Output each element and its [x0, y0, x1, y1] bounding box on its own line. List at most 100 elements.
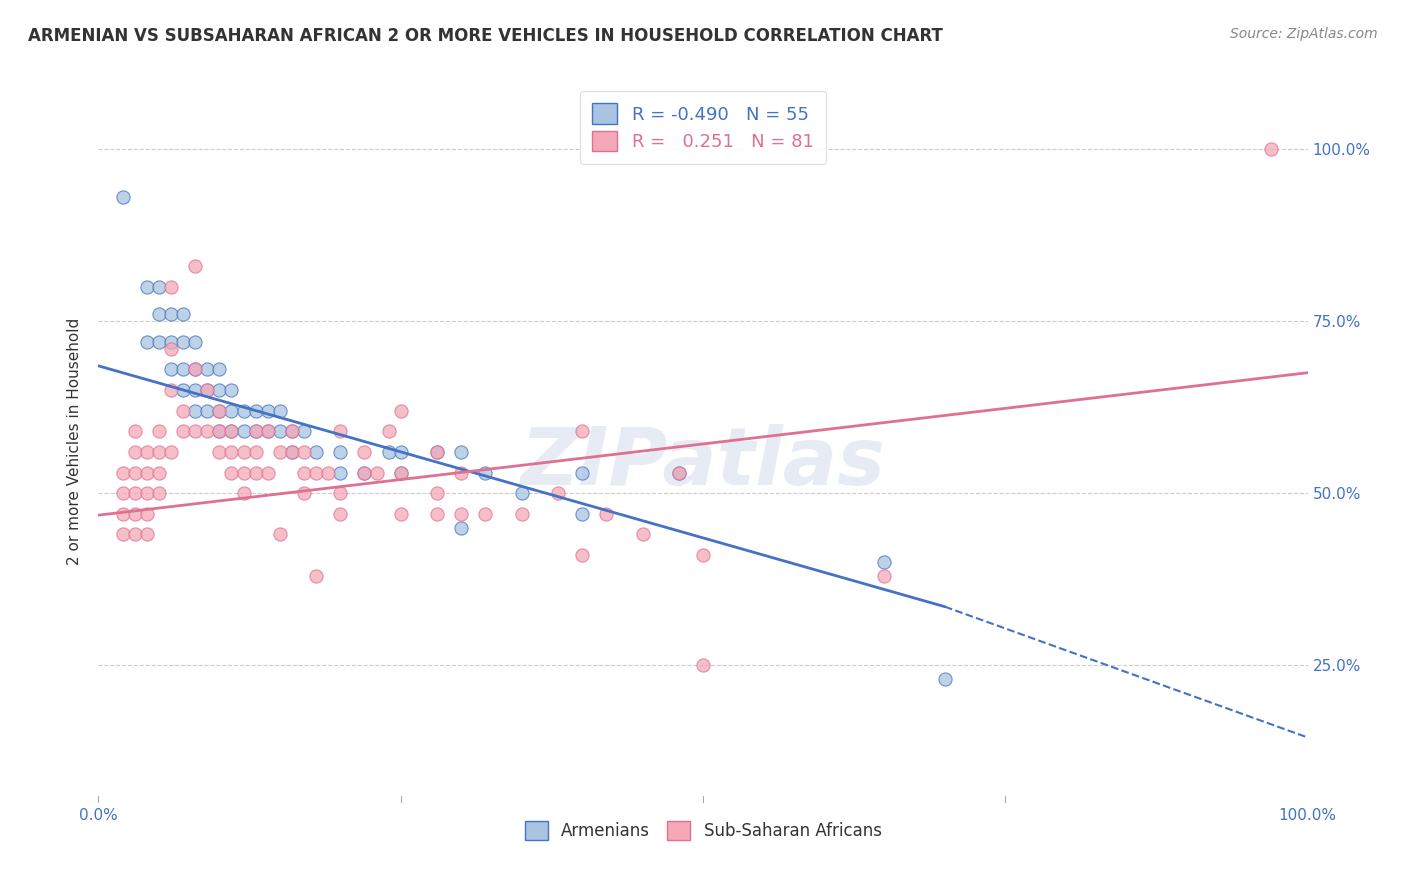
Point — [329, 445, 352, 459]
Point — [281, 445, 304, 459]
Point — [195, 403, 218, 417]
Point — [208, 424, 231, 438]
Point — [389, 445, 412, 459]
Point — [184, 259, 207, 273]
Point — [135, 527, 157, 541]
Point — [692, 548, 714, 562]
Point — [221, 424, 243, 438]
Point — [389, 507, 412, 521]
Point — [377, 424, 399, 438]
Point — [256, 424, 278, 438]
Point — [124, 424, 146, 438]
Point — [353, 445, 375, 459]
Point — [111, 466, 134, 480]
Point — [329, 466, 352, 480]
Point — [256, 424, 278, 438]
Point — [160, 445, 183, 459]
Point — [329, 486, 352, 500]
Point — [245, 445, 267, 459]
Point — [124, 507, 146, 521]
Point — [571, 548, 593, 562]
Point — [426, 445, 449, 459]
Point — [135, 445, 157, 459]
Point — [184, 362, 207, 376]
Point — [135, 507, 157, 521]
Point — [148, 466, 170, 480]
Point — [208, 445, 231, 459]
Point — [269, 527, 291, 541]
Point — [160, 307, 183, 321]
Point — [450, 445, 472, 459]
Point — [873, 555, 896, 569]
Point — [148, 445, 170, 459]
Point — [292, 424, 315, 438]
Point — [281, 424, 304, 438]
Point — [571, 507, 593, 521]
Point — [305, 568, 328, 582]
Point — [111, 527, 134, 541]
Point — [281, 445, 304, 459]
Point — [329, 507, 352, 521]
Point — [184, 383, 207, 397]
Point — [571, 424, 593, 438]
Point — [510, 486, 533, 500]
Point — [195, 383, 218, 397]
Point — [148, 279, 170, 293]
Point — [208, 362, 231, 376]
Point — [316, 466, 339, 480]
Text: Source: ZipAtlas.com: Source: ZipAtlas.com — [1230, 27, 1378, 41]
Point — [184, 362, 207, 376]
Point — [510, 507, 533, 521]
Point — [148, 307, 170, 321]
Point — [232, 424, 254, 438]
Point — [232, 486, 254, 500]
Point — [148, 424, 170, 438]
Point — [934, 672, 956, 686]
Point — [208, 383, 231, 397]
Point — [172, 424, 194, 438]
Point — [245, 424, 267, 438]
Point — [595, 507, 617, 521]
Point — [184, 334, 207, 349]
Point — [232, 445, 254, 459]
Point — [124, 486, 146, 500]
Point — [269, 403, 291, 417]
Point — [221, 383, 243, 397]
Point — [292, 445, 315, 459]
Point — [135, 279, 157, 293]
Legend: Armenians, Sub-Saharan Africans: Armenians, Sub-Saharan Africans — [516, 813, 890, 848]
Point — [305, 445, 328, 459]
Point — [450, 520, 472, 534]
Point — [426, 486, 449, 500]
Point — [160, 342, 183, 356]
Point — [668, 466, 690, 480]
Point — [329, 424, 352, 438]
Point — [450, 466, 472, 480]
Point — [389, 466, 412, 480]
Point — [292, 486, 315, 500]
Point — [232, 466, 254, 480]
Text: ARMENIAN VS SUBSAHARAN AFRICAN 2 OR MORE VEHICLES IN HOUSEHOLD CORRELATION CHART: ARMENIAN VS SUBSAHARAN AFRICAN 2 OR MORE… — [28, 27, 943, 45]
Point — [135, 466, 157, 480]
Point — [1260, 142, 1282, 156]
Point — [172, 334, 194, 349]
Point — [305, 466, 328, 480]
Point — [124, 466, 146, 480]
Point — [474, 507, 496, 521]
Point — [135, 486, 157, 500]
Point — [172, 362, 194, 376]
Point — [389, 403, 412, 417]
Point — [353, 466, 375, 480]
Point — [184, 424, 207, 438]
Point — [148, 334, 170, 349]
Point — [221, 466, 243, 480]
Point — [692, 658, 714, 673]
Point — [172, 403, 194, 417]
Point — [208, 403, 231, 417]
Point — [366, 466, 388, 480]
Point — [389, 466, 412, 480]
Point — [377, 445, 399, 459]
Point — [195, 383, 218, 397]
Point — [160, 334, 183, 349]
Point — [426, 507, 449, 521]
